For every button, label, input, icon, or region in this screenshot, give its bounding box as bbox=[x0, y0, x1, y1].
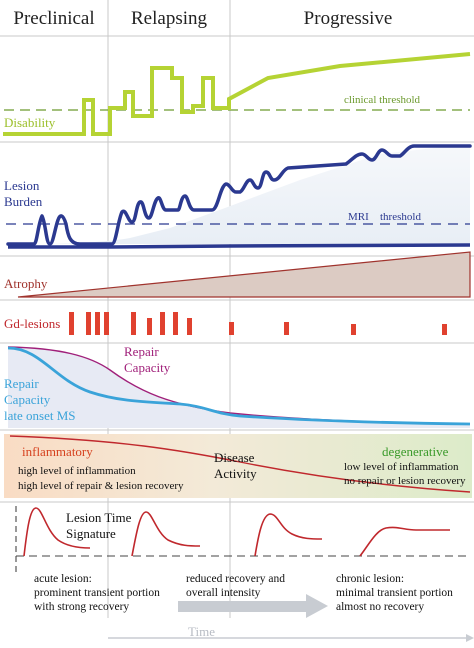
gd-lesions-panel: Gd-lesions bbox=[4, 312, 447, 335]
reduced-note-1: reduced recovery and bbox=[186, 573, 285, 585]
inflammatory-line-1: high level of inflammation bbox=[18, 465, 136, 477]
signature-curve-acute bbox=[23, 507, 91, 557]
signature-curve-chronic bbox=[359, 526, 450, 557]
chronic-note-1: chronic lesion: bbox=[336, 573, 404, 585]
degenerative-title: degenerative bbox=[382, 444, 449, 459]
atrophy-label: Atrophy bbox=[4, 276, 48, 291]
acute-note-2: prominent transient portion bbox=[34, 587, 160, 599]
late-onset-label-2: Capacity bbox=[4, 392, 51, 407]
gd-lesion-bar bbox=[69, 312, 74, 335]
gd-lesion-bar bbox=[442, 324, 447, 335]
disease-activity-label-1: Disease bbox=[214, 450, 255, 465]
lesion-burden-curve bbox=[6, 144, 472, 246]
repair-capacity-label-2: Capacity bbox=[124, 360, 171, 375]
lesion-time-signature-panel: Lesion Time Signature acute lesion: prom… bbox=[15, 506, 470, 618]
clinical-threshold-label: clinical threshold bbox=[344, 94, 421, 106]
time-axis-label: Time bbox=[188, 624, 215, 639]
disease-activity-label-2: Activity bbox=[214, 466, 257, 481]
gd-lesion-bar bbox=[187, 318, 192, 335]
disease-activity-curve bbox=[9, 435, 471, 493]
time-axis: Time bbox=[108, 624, 474, 642]
disability-label: Disability bbox=[4, 115, 56, 130]
signature-curve-intermediate bbox=[254, 513, 323, 557]
gd-lesion-bar bbox=[131, 312, 136, 335]
phase-label-progressive: Progressive bbox=[304, 8, 393, 29]
gd-lesion-bar bbox=[147, 318, 152, 335]
reduced-note-2: overall intensity bbox=[186, 587, 261, 599]
acute-note-1: acute lesion: bbox=[34, 573, 92, 585]
disease-activity-panel: inflammatory high level of inflammation … bbox=[4, 434, 472, 498]
degenerative-line-2: no repair or lesion recovery bbox=[344, 475, 466, 487]
disability-panel: Disability clinical threshold bbox=[3, 52, 471, 136]
lesion-burden-label-1: Lesion bbox=[4, 178, 40, 193]
phase-label-preclinical: Preclinical bbox=[13, 8, 94, 29]
gd-lesion-bars bbox=[69, 312, 447, 335]
gd-lesion-bar bbox=[284, 322, 289, 335]
signature-title-2: Signature bbox=[66, 526, 116, 541]
progression-arrow bbox=[178, 594, 328, 618]
degenerative-line-1: low level of inflammation bbox=[344, 461, 459, 473]
inflammatory-line-2: high level of repair & lesion recovery bbox=[18, 480, 184, 492]
mri-threshold-label-a: MRI bbox=[348, 211, 369, 223]
disability-curve bbox=[3, 52, 471, 136]
signature-curve-relapsing bbox=[131, 511, 201, 557]
acute-note-3: with strong recovery bbox=[34, 601, 129, 613]
gd-lesion-bar bbox=[86, 312, 91, 335]
inflammatory-title: inflammatory bbox=[22, 444, 93, 459]
atrophy-wedge bbox=[17, 251, 471, 298]
gd-lesion-bar bbox=[95, 312, 100, 335]
late-onset-label-1: Repair bbox=[4, 376, 39, 391]
lesion-burden-area bbox=[36, 144, 470, 244]
phase-header: Preclinical Relapsing Progressive bbox=[13, 8, 392, 29]
disease-activity-band bbox=[4, 434, 472, 498]
mri-threshold-label-b: threshold bbox=[380, 211, 421, 223]
signature-title-1: Lesion Time bbox=[66, 510, 132, 525]
lesion-burden-label-2: Burden bbox=[4, 194, 43, 209]
lesion-signature-curves bbox=[23, 507, 450, 557]
lesion-burden-panel: Lesion Burden MRI threshold bbox=[4, 144, 472, 249]
gd-lesion-bar bbox=[351, 324, 356, 335]
repair-panel: Repair Capacity Repair Capacity late ons… bbox=[4, 344, 471, 428]
chronic-note-3: almost no recovery bbox=[336, 601, 424, 613]
repair-capacity-label-1: Repair bbox=[124, 344, 159, 359]
gd-lesion-bar bbox=[104, 312, 109, 335]
gd-lesion-bar bbox=[229, 322, 234, 335]
chronic-note-2: minimal transient portion bbox=[336, 587, 453, 599]
gd-lesion-bar bbox=[173, 312, 178, 335]
panel-separators bbox=[0, 35, 474, 503]
lesion-baseline bbox=[8, 243, 471, 249]
gd-lesion-bar bbox=[160, 312, 165, 335]
phase-label-relapsing: Relapsing bbox=[131, 8, 207, 29]
gd-lesions-label: Gd-lesions bbox=[4, 316, 60, 331]
repair-area bbox=[8, 347, 470, 428]
repair-capacity-late-onset-curve bbox=[7, 346, 471, 426]
atrophy-panel: Atrophy bbox=[4, 251, 471, 298]
late-onset-label-3: late onset MS bbox=[4, 408, 76, 423]
